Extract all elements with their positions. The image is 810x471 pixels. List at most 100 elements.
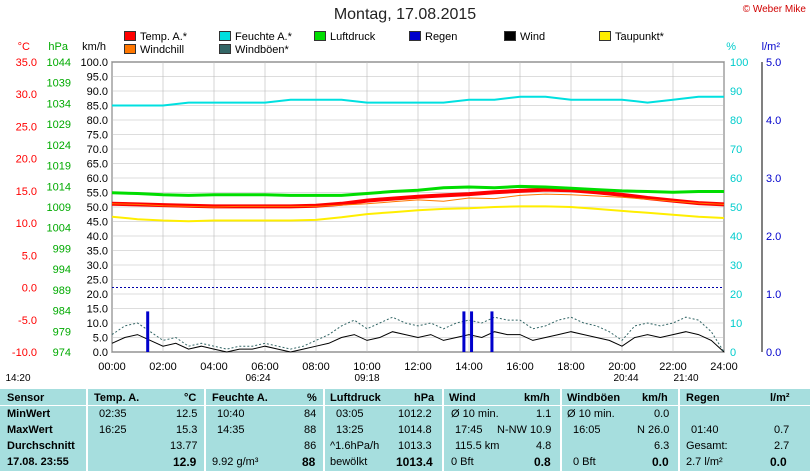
cell-current: 12.9 (173, 455, 197, 469)
humidity-unit-label: % (726, 41, 736, 53)
cell: 0.0 (654, 408, 670, 420)
temp-tick-label: 35.0 (16, 57, 37, 69)
cell: 84 (304, 408, 317, 420)
series-line (111, 187, 725, 209)
pressure-tick-label: 1014 (47, 181, 71, 193)
col-divider (442, 389, 444, 471)
pressure-tick-label: 974 (53, 347, 71, 359)
pressure-tick-label: 994 (53, 264, 71, 276)
cell: 2.7 (774, 440, 790, 452)
col-divider (560, 389, 562, 471)
col-header: Windböen (567, 392, 621, 404)
pressure-tick-label: 1019 (47, 161, 71, 173)
col-unit: km/h (642, 392, 668, 404)
cell: 1014.8 (398, 424, 432, 436)
cell-current: 0.8 (534, 455, 551, 469)
cell-current: 0.0 (652, 455, 669, 469)
legend-label: Regen (425, 31, 458, 43)
cell: Gesamt: (686, 440, 728, 452)
humidity-tick-label: 70 (730, 144, 742, 156)
col-header: Regen (686, 392, 720, 404)
pressure-tick-label: 999 (53, 243, 71, 255)
cell: 13:25 (336, 424, 364, 436)
wind-tick-label: 80.0 (87, 115, 108, 127)
temp-tick-label: 20.0 (16, 154, 37, 166)
col-unit: % (307, 392, 317, 404)
legend-label: Windböen* (235, 44, 289, 56)
pressure-tick-label: 1024 (47, 140, 71, 152)
rain-bar (470, 311, 474, 352)
col-unit: °C (184, 392, 197, 404)
event-marker-label: 09:18 (354, 373, 379, 384)
wind-tick-label: 10.0 (87, 318, 108, 330)
cell: ^1.6hPa/h (330, 440, 380, 452)
cell: Ø 10 min. (451, 408, 499, 420)
humidity-tick-label: 90 (730, 86, 742, 98)
cell: 02:35 (99, 408, 127, 420)
cell: Ø 10 min. (567, 408, 615, 420)
col-divider (323, 389, 325, 471)
cell: 0.7 (774, 424, 790, 436)
cell: 10:40 (217, 408, 245, 420)
series-line (112, 95, 724, 107)
legend-swatch (219, 44, 231, 54)
legend-swatch (219, 31, 231, 41)
legend-temp: Temp. A.* (124, 31, 187, 43)
pressure-tick-label: 979 (53, 326, 71, 338)
temp-tick-label: 0.0 (22, 283, 37, 295)
legend-swatch (504, 31, 516, 41)
cell: 0 Bft (451, 456, 474, 468)
legend-label: Luftdruck (330, 31, 376, 43)
cell: 6.3 (654, 440, 670, 452)
legend-swatch (124, 44, 136, 54)
stats-table: Sensor MinWert MaxWert Durchschnitt 17.0… (0, 389, 810, 471)
wind-tick-label: 45.0 (87, 217, 108, 229)
series-line (111, 205, 725, 223)
legend-label: Feuchte A.* (235, 31, 292, 43)
x-tick-label: 12:00 (404, 361, 432, 373)
wind-tick-label: 30.0 (87, 260, 108, 272)
cell-current: 88 (302, 455, 316, 469)
legend-label: Taupunkt* (615, 31, 664, 43)
temp-tick-label: 25.0 (16, 121, 37, 133)
rain-unit-label: l/m² (762, 41, 781, 53)
wind-tick-label: 50.0 (87, 202, 108, 214)
temp-tick-label: 5.0 (22, 250, 37, 262)
cell: 2.7 l/m² (686, 456, 723, 468)
cell: 01:40 (691, 424, 719, 436)
col-unit: km/h (524, 392, 550, 404)
humidity-tick-label: 50 (730, 202, 742, 214)
cell: 16:25 (99, 424, 127, 436)
temp-tick-label: 30.0 (16, 89, 37, 101)
humidity-tick-label: 20 (730, 289, 742, 301)
legend-luftdruck: Luftdruck (314, 31, 375, 43)
wind-tick-label: 95.0 (87, 72, 108, 84)
table-divider (0, 405, 810, 406)
event-marker-label: 20:44 (613, 373, 638, 384)
cell: 9.92 g/m³ (212, 456, 259, 468)
x-tick-label: 18:00 (557, 361, 585, 373)
x-tick-label: 02:00 (149, 361, 177, 373)
rain-tick-label: 4.0 (766, 115, 781, 127)
humidity-tick-label: 0 (730, 347, 736, 359)
temp-tick-label: 10.0 (16, 218, 37, 230)
x-tick-label: 06:00 (251, 361, 279, 373)
wind-tick-label: 60.0 (87, 173, 108, 185)
series-line (111, 184, 724, 197)
row-label: MaxWert (7, 424, 53, 436)
wind-tick-label: 55.0 (87, 188, 108, 200)
legend-wind: Wind (504, 31, 545, 43)
cell: 115.5 km (455, 440, 500, 452)
wind-tick-label: 5.0 (93, 333, 108, 345)
cell: 16:05 (573, 424, 601, 436)
row-label: 17.08. 23:55 (7, 456, 69, 468)
humidity-tick-label: 30 (730, 260, 742, 272)
rain-tick-label: 2.0 (766, 231, 781, 243)
col-divider (204, 389, 206, 471)
event-marker-label: 21:40 (673, 373, 698, 384)
rain-bar (146, 311, 150, 352)
temp-tick-label: 15.0 (16, 186, 37, 198)
temp-tick-label: -10.0 (12, 347, 37, 359)
cell: N-NW (497, 424, 527, 436)
cell: 1012.2 (398, 408, 432, 420)
